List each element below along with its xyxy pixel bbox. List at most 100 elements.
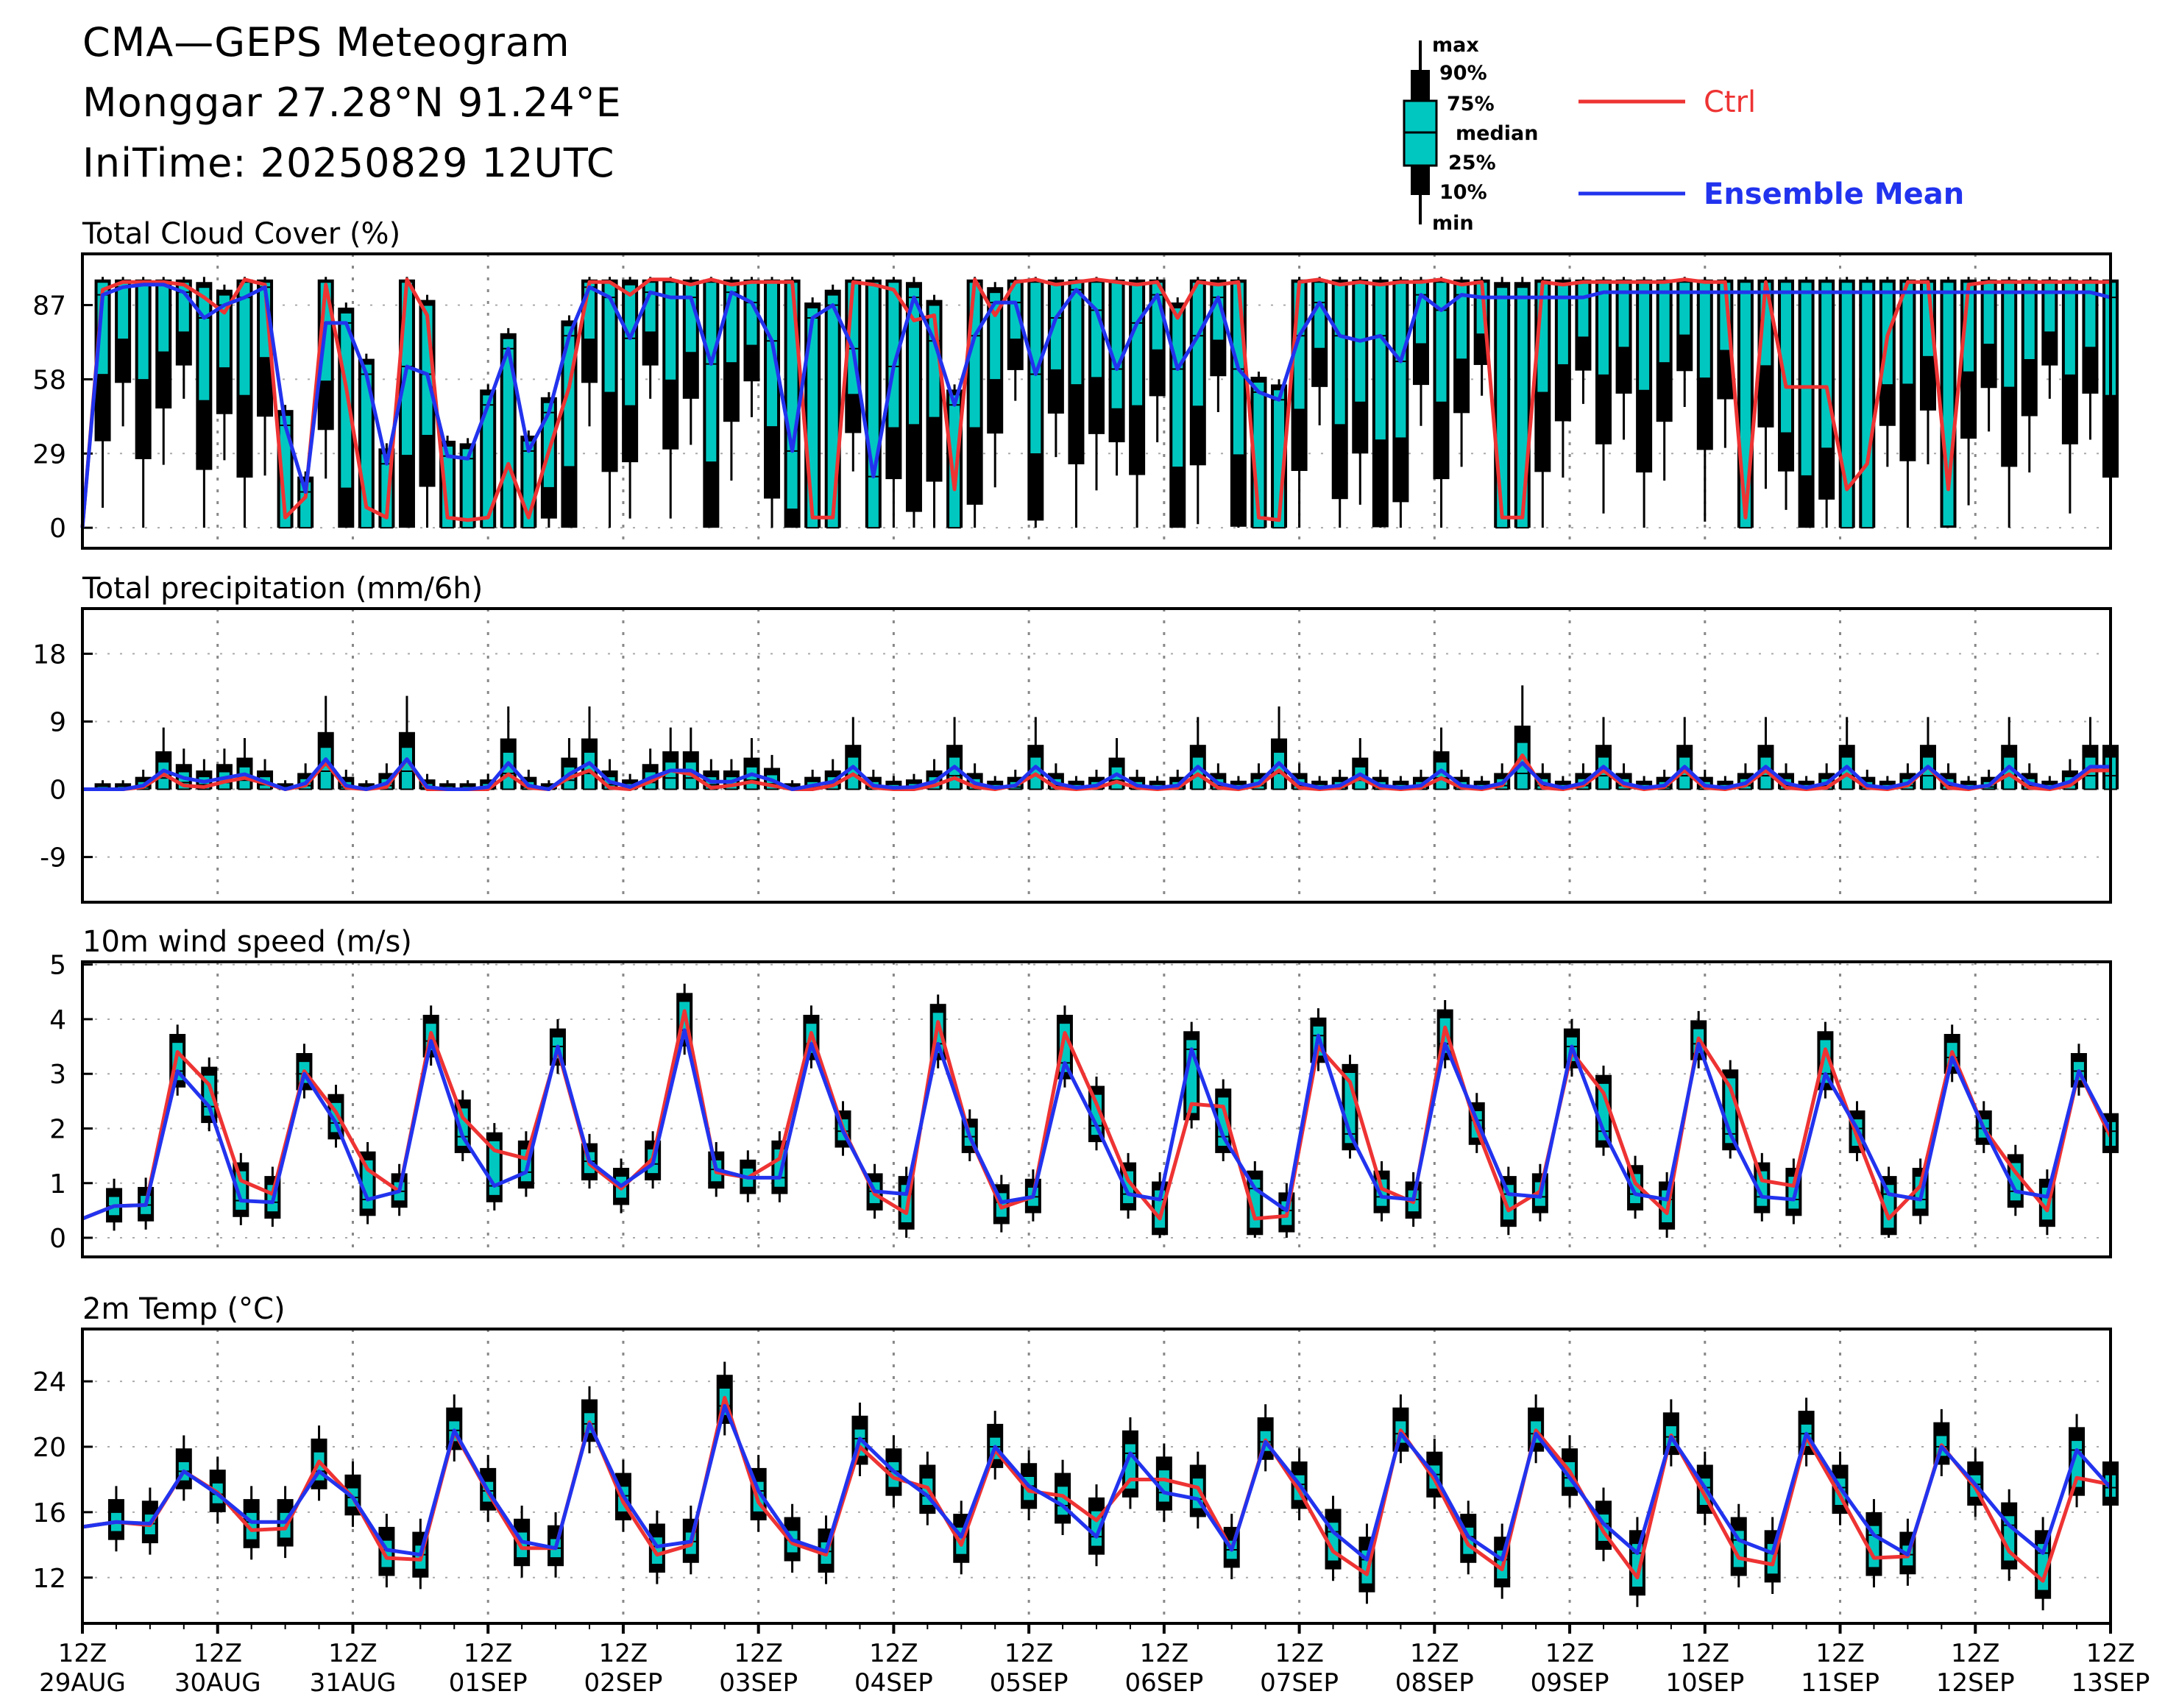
box-iqr xyxy=(1090,281,1103,379)
ctrl-series-line xyxy=(80,277,2111,528)
box-iqr xyxy=(136,281,150,381)
mean-series-line xyxy=(82,1028,2113,1221)
y-tick-label: 0 xyxy=(49,776,66,806)
box-iqr xyxy=(948,394,962,529)
box-iqr xyxy=(684,281,698,354)
x-tick-label-date: 06SEP xyxy=(1124,1668,1203,1698)
box-iqr xyxy=(1110,281,1124,410)
legend-box-label: median xyxy=(1456,122,1538,145)
panel-frame xyxy=(81,252,2112,550)
y-tick-label: 4 xyxy=(49,1005,66,1035)
location-label: Monggar 27.28°N 91.24°E xyxy=(82,79,622,126)
panel-1: Total Cloud Cover (%) 0 29 58 87 xyxy=(32,217,2119,550)
box-iqr xyxy=(2002,281,2016,389)
panel-title: Total precipitation (mm/6h) xyxy=(82,572,483,606)
x-tick-label-time: 12Z xyxy=(1815,1639,1865,1668)
y-tick-label: 0 xyxy=(49,1224,66,1254)
x-tick-label-date: 03SEP xyxy=(719,1668,798,1698)
y-tick-label: 2 xyxy=(49,1114,66,1144)
legend-box-label: 10% xyxy=(1439,181,1487,204)
x-tick-label-date: 01SEP xyxy=(449,1668,528,1698)
legend: max 90% 75% median 25% 10% min Ctrl Ensemble Mea… xyxy=(1403,34,1964,235)
box-iqr xyxy=(1333,281,1347,426)
box-iqr xyxy=(1657,281,1671,364)
box-iqr xyxy=(1455,281,1469,361)
box-iqr xyxy=(339,312,353,489)
x-tick-label-date: 07SEP xyxy=(1260,1668,1339,1698)
x-tick-label-time: 12Z xyxy=(599,1639,648,1668)
box-iqr xyxy=(217,294,231,369)
legend-box-label: 90% xyxy=(1439,62,1487,85)
panel-3: 10m wind speed (m/s) 0 1 2 3 4 5 xyxy=(49,925,2119,1258)
box-iqr xyxy=(988,291,1002,381)
box-iqr xyxy=(948,756,962,790)
mean-series-line xyxy=(82,1403,2112,1562)
x-tick-label-date: 31AUG xyxy=(310,1668,397,1698)
x-tick-label-time: 12Z xyxy=(1275,1639,1324,1668)
box-iqr xyxy=(1515,286,1529,529)
y-tick-label: 9 xyxy=(49,707,66,737)
box-iqr xyxy=(1698,281,1712,380)
box-iqr xyxy=(1678,281,1692,336)
panel-4: 2m Temp (°C) 12 16 20 24 xyxy=(32,1292,2119,1625)
panel-frame xyxy=(81,960,2112,1258)
box-iqr xyxy=(501,337,515,529)
box-iqr xyxy=(461,447,475,529)
box-iqr xyxy=(664,281,678,381)
x-tick-label-time: 12Z xyxy=(1951,1639,2000,1668)
box-iqr xyxy=(1130,281,1144,407)
box-iqr xyxy=(1373,281,1387,442)
y-tick-label: 58 xyxy=(32,365,66,395)
panel-title: 10m wind speed (m/s) xyxy=(82,925,412,959)
box-iqr xyxy=(562,325,576,468)
legend-box-label: min xyxy=(1432,212,1474,235)
panel-2: Total precipitation (mm/6h) -9 0 9 18 xyxy=(32,572,2119,904)
box-iqr xyxy=(1049,281,1063,371)
y-tick-label: 16 xyxy=(32,1498,66,1528)
box-iqr xyxy=(1820,281,1834,450)
mean-series-line xyxy=(82,757,2111,792)
box-iqr xyxy=(623,283,637,407)
panel-title: Total Cloud Cover (%) xyxy=(82,217,400,251)
x-tick-label-time: 12Z xyxy=(58,1639,107,1668)
box-iqr xyxy=(1434,281,1448,403)
y-tick-label: 20 xyxy=(32,1433,66,1463)
y-tick-label: 0 xyxy=(49,514,66,544)
panel-frame xyxy=(81,607,2112,904)
panel-title: 2m Temp (°C) xyxy=(82,1292,286,1326)
mean-series-line xyxy=(80,283,2111,528)
box-iqr xyxy=(1556,281,1570,366)
box-iqr xyxy=(643,281,657,333)
x-tick-label-date: 09SEP xyxy=(1531,1668,1609,1698)
x-tick-label-date: 08SEP xyxy=(1395,1668,1474,1698)
box-iqr xyxy=(745,765,759,790)
legend-box-label: max xyxy=(1432,34,1479,57)
y-tick-label: -9 xyxy=(40,843,66,874)
ctrl-series-line xyxy=(82,1395,2111,1583)
y-tick-label: 29 xyxy=(32,439,66,469)
x-tick-label-date: 02SEP xyxy=(584,1668,663,1698)
box-iqr xyxy=(1313,281,1327,350)
box-iqr xyxy=(481,394,495,529)
legend-box-label: 75% xyxy=(1447,93,1495,116)
box-iqr xyxy=(1637,281,1651,391)
x-tick-label-time: 12Z xyxy=(464,1639,513,1668)
x-axis: 12Z29AUG12Z30AUG12Z31AUG12Z01SEP12Z02SEP… xyxy=(39,1623,2150,1698)
box-iqr xyxy=(197,286,211,402)
y-tick-label: 18 xyxy=(32,639,66,670)
x-tick-label-time: 12Z xyxy=(1004,1639,1054,1668)
chart-title: CMA—GEPS Meteogram xyxy=(82,19,570,65)
x-tick-label-date: 11SEP xyxy=(1801,1668,1879,1698)
x-tick-label-date: 30AUG xyxy=(174,1668,261,1698)
x-tick-label-time: 12Z xyxy=(193,1639,242,1668)
y-tick-label: 12 xyxy=(32,1564,66,1594)
box-iqr xyxy=(1171,307,1185,469)
legend-mean-label: Ensemble Mean xyxy=(1704,177,1964,211)
x-tick-label-time: 12Z xyxy=(328,1639,378,1668)
x-tick-label-time: 12Z xyxy=(869,1639,918,1668)
x-tick-label-date: 04SEP xyxy=(854,1668,933,1698)
y-tick-label: 1 xyxy=(49,1169,66,1200)
x-tick-label-time: 12Z xyxy=(734,1639,783,1668)
